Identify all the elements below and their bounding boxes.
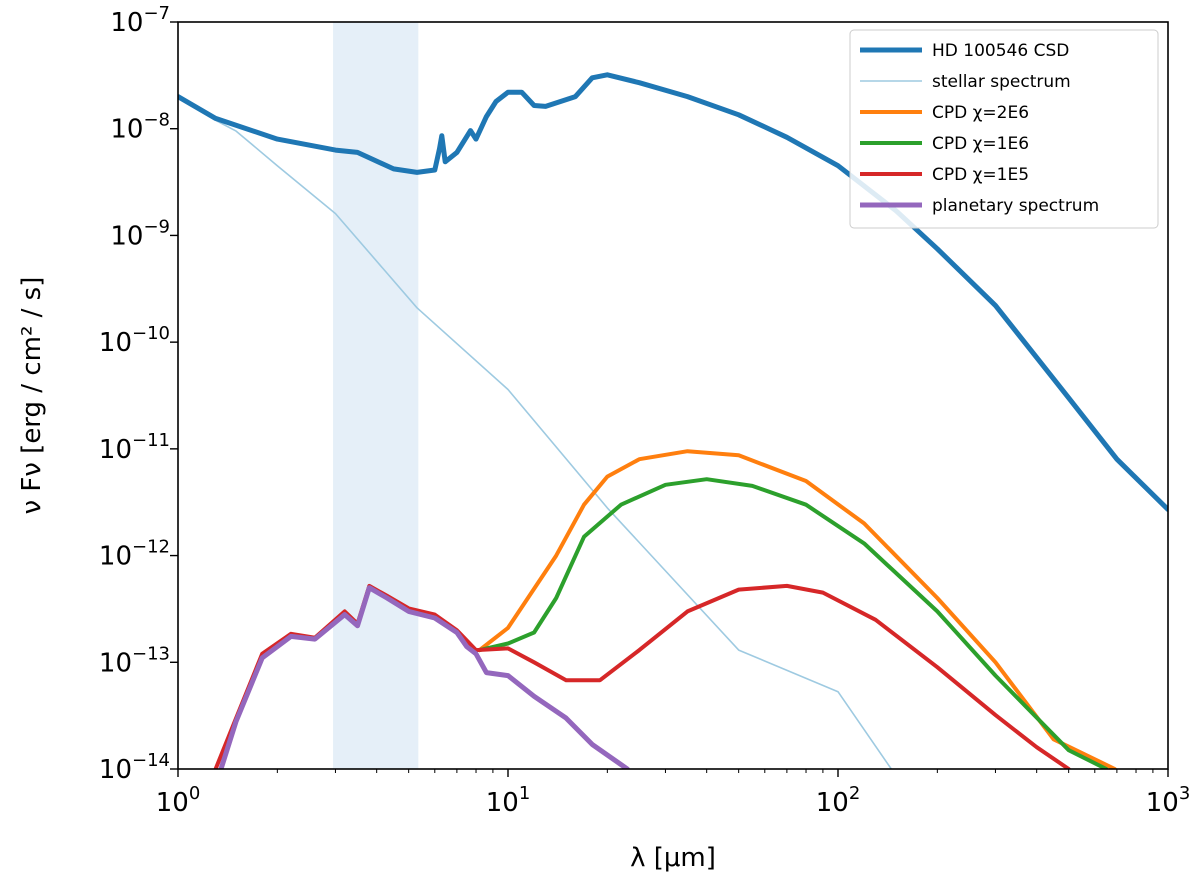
legend-label: CPD χ=2E6: [932, 103, 1029, 123]
series-line-2: [477, 449, 1117, 769]
shaded-band: [333, 22, 419, 769]
y-tick-label: 10−11: [99, 430, 170, 465]
wavelength-band: [333, 22, 419, 769]
y-tick-label: 10−14: [99, 750, 170, 785]
legend-label: CPD χ=1E5: [932, 165, 1029, 185]
legend-label: HD 100546 CSD: [932, 41, 1069, 61]
x-tick-label: 102: [816, 783, 861, 818]
x-axis-label: λ [μm]: [630, 843, 716, 873]
legend-label: stellar spectrum: [932, 72, 1071, 92]
y-tick-label: 10−12: [99, 537, 170, 572]
series-line-5: [218, 585, 630, 769]
legend: HD 100546 CSD stellar spectrum CPD χ=2E6 CP…: [849, 29, 1159, 229]
y-tick-label: 10−7: [110, 3, 170, 38]
legend-label: planetary spectrum: [932, 196, 1099, 216]
y-tick-label: 10−8: [110, 110, 170, 145]
x-tick-label: 103: [1146, 783, 1191, 818]
y-tick-label: 10−9: [110, 216, 170, 251]
x-tick-label: 101: [486, 783, 531, 818]
legend-box: [849, 29, 1159, 229]
x-tick-label: 100: [156, 783, 201, 818]
plot-frame: [177, 21, 1169, 770]
series-line-3: [477, 477, 1109, 769]
y-axis-label: ν Fν [erg / cm² / s]: [17, 277, 47, 515]
y-tick-label: 10−13: [99, 643, 170, 678]
axis-ticks: 100 101 102 103 10−14 10−13 10−12 10−11 10−10 10−…: [99, 3, 1190, 818]
series-line-1: [178, 95, 893, 769]
legend-label: CPD χ=1E6: [932, 134, 1029, 154]
y-tick-label: 10−10: [99, 323, 170, 358]
